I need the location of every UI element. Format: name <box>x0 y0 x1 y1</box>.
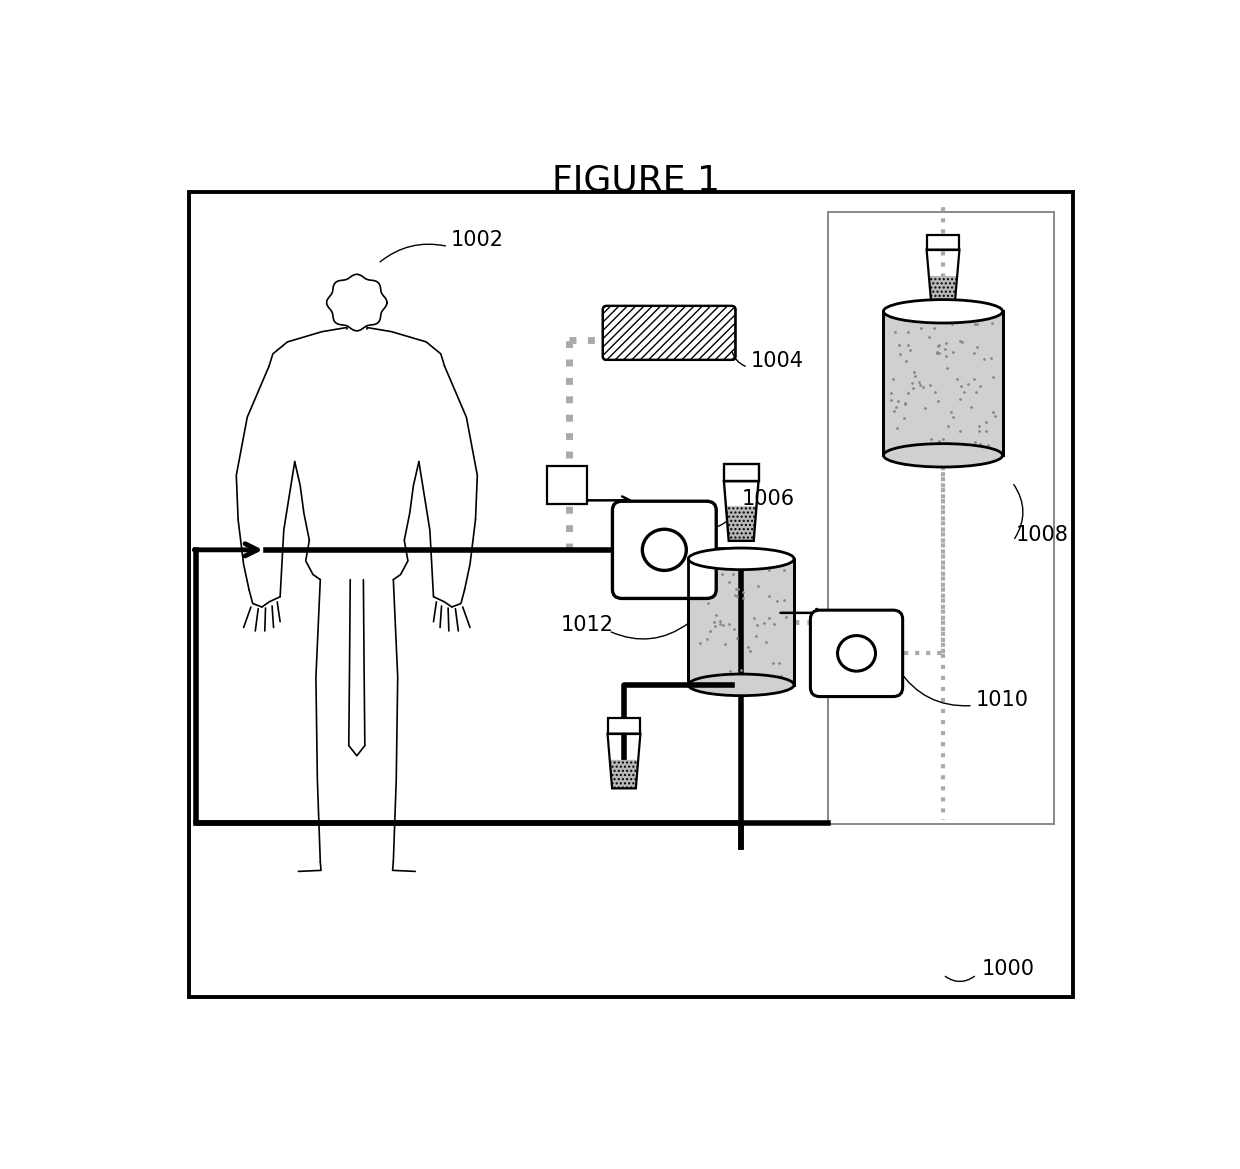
Bar <box>828 213 1054 824</box>
Text: 1012: 1012 <box>560 615 614 635</box>
Text: FIGURE 1: FIGURE 1 <box>552 164 719 198</box>
Ellipse shape <box>688 675 794 696</box>
Polygon shape <box>610 760 639 788</box>
Bar <box>926 235 960 250</box>
Bar <box>547 466 587 504</box>
Text: 1004: 1004 <box>751 351 804 371</box>
Bar <box>688 559 794 685</box>
Polygon shape <box>725 506 756 541</box>
Bar <box>608 718 640 734</box>
FancyBboxPatch shape <box>603 306 735 360</box>
Text: 1006: 1006 <box>742 489 795 509</box>
FancyBboxPatch shape <box>613 502 717 599</box>
Ellipse shape <box>883 299 1003 323</box>
Circle shape <box>642 530 686 570</box>
Ellipse shape <box>883 443 1003 468</box>
Text: 1000: 1000 <box>982 959 1034 978</box>
Text: 1002: 1002 <box>451 230 503 250</box>
FancyBboxPatch shape <box>811 610 903 697</box>
Bar <box>188 192 1073 997</box>
Text: 1008: 1008 <box>1016 525 1069 545</box>
Bar <box>883 311 1003 455</box>
Polygon shape <box>929 276 957 303</box>
Circle shape <box>837 636 875 671</box>
Ellipse shape <box>688 548 794 569</box>
Bar <box>724 464 759 482</box>
Text: 1010: 1010 <box>976 690 1029 710</box>
